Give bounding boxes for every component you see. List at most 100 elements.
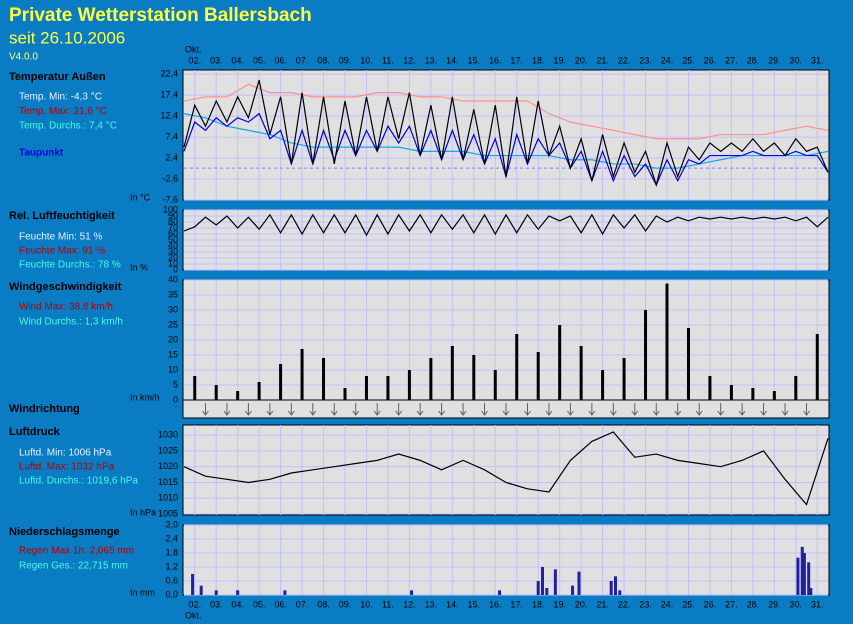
- y-tick-label: 20: [168, 334, 178, 344]
- unit-label: In hPa: [130, 507, 156, 517]
- stat-label: Luftd. Durchs.: 1019,6 hPa: [19, 476, 138, 487]
- wind-arrow: [760, 403, 767, 416]
- x-tick-label: 28.: [747, 599, 760, 609]
- bar: [802, 553, 806, 595]
- x-tick-label: 31.: [811, 55, 824, 65]
- x-tick-label: 09.: [339, 55, 352, 65]
- wind-arrow: [481, 403, 488, 416]
- wind-arrow: [588, 403, 596, 416]
- bar: [644, 310, 648, 400]
- x-tick-label: 24.: [661, 55, 674, 65]
- bar: [558, 325, 562, 400]
- y-tick-label: 10: [168, 364, 178, 374]
- bar: [386, 376, 390, 400]
- bar: [807, 562, 811, 595]
- wind-arrow: [567, 403, 574, 416]
- wind-arrow: [202, 403, 209, 416]
- bar: [322, 358, 326, 400]
- x-tick-label: 18.: [532, 599, 545, 609]
- stat-label: Feuchte Max: 91 %: [19, 246, 105, 257]
- stat-label: Temp. Min: -4,3 °C: [19, 92, 102, 103]
- x-tick-label: 21.: [596, 55, 609, 65]
- bar: [613, 576, 617, 595]
- panel-title: Windgeschwindigkeit: [9, 281, 122, 293]
- wind-arrow: [803, 403, 810, 416]
- y-tick-label: 15: [168, 349, 178, 359]
- x-tick-label: 10.: [360, 599, 373, 609]
- x-tick-label: 12.: [403, 599, 416, 609]
- bar: [800, 546, 804, 595]
- bar: [493, 370, 497, 400]
- wind-arrow: [652, 403, 660, 416]
- y-tick-label: -7,6: [162, 194, 178, 204]
- y-tick-label: 1020: [158, 461, 178, 471]
- x-tick-label: 08.: [317, 599, 330, 609]
- bar: [809, 588, 813, 595]
- y-tick-label: 0,6: [165, 575, 178, 585]
- x-tick-label: 05.: [253, 599, 266, 609]
- y-tick-label: 12,4: [160, 111, 178, 121]
- x-tick-label: 05.: [253, 55, 266, 65]
- bar: [450, 346, 454, 400]
- stat-label: Luftd. Min: 1006 hPa: [19, 448, 112, 459]
- x-tick-label: 22.: [618, 55, 631, 65]
- month-label: Okt.: [185, 44, 202, 54]
- x-tick-label: 03.: [210, 55, 223, 65]
- x-tick-label: 06.: [274, 599, 287, 609]
- y-tick-label: 0,0: [165, 589, 178, 599]
- x-tick-label: 07.: [296, 55, 309, 65]
- bar: [686, 328, 690, 400]
- panel-title: Temperatur Außen: [9, 71, 106, 83]
- unit-label: In °C: [130, 192, 151, 202]
- bar: [364, 376, 368, 400]
- x-tick-label: 12.: [403, 55, 416, 65]
- wind-arrow: [352, 403, 360, 416]
- bar: [729, 385, 733, 400]
- y-tick-label: 1025: [158, 445, 178, 455]
- y-tick-label: 1015: [158, 477, 178, 487]
- y-tick-label: 60: [168, 228, 178, 238]
- y-tick-label: 22,4: [160, 69, 178, 79]
- stat-label: Regen Max 1h: 2,065 mm: [19, 546, 134, 557]
- bar: [665, 283, 669, 400]
- wind-arrow: [609, 403, 617, 416]
- y-tick-label: 1,2: [165, 561, 178, 571]
- x-tick-label: 25.: [682, 55, 695, 65]
- bar: [214, 590, 218, 595]
- bar: [279, 364, 283, 400]
- x-tick-label: 29.: [768, 599, 781, 609]
- x-tick-label: 14.: [446, 599, 459, 609]
- wind-arrow: [330, 403, 338, 416]
- x-tick-label: 30.: [790, 599, 803, 609]
- bar: [545, 588, 549, 595]
- x-tick-label: 15.: [468, 55, 481, 65]
- y-tick-label: 35: [168, 289, 178, 299]
- bar: [410, 590, 414, 595]
- bar: [708, 376, 712, 400]
- wind-arrow: [781, 403, 789, 416]
- bar: [283, 590, 287, 595]
- bar: [257, 382, 261, 400]
- wind-arrow: [631, 403, 639, 416]
- wind-arrow: [717, 403, 725, 416]
- month-label: Okt.: [185, 610, 202, 620]
- bar: [193, 376, 197, 400]
- bar: [236, 590, 240, 595]
- bar: [300, 349, 304, 400]
- stat-label: Regen Ges.: 22,715 mm: [19, 561, 128, 572]
- x-tick-label: 11.: [382, 599, 394, 609]
- x-tick-label: 23.: [639, 599, 652, 609]
- bar: [609, 581, 613, 595]
- wind-arrow: [395, 403, 403, 416]
- x-tick-label: 26.: [704, 599, 717, 609]
- wind-arrow: [244, 403, 252, 416]
- y-tick-label: 7,4: [165, 131, 178, 141]
- bar: [579, 346, 583, 400]
- y-tick-label: 50: [168, 234, 178, 244]
- version: V4.0.0: [9, 52, 38, 63]
- bar: [571, 585, 575, 595]
- wind-arrow: [674, 403, 682, 416]
- bar: [536, 352, 540, 400]
- unit-label: In km/h: [130, 392, 160, 402]
